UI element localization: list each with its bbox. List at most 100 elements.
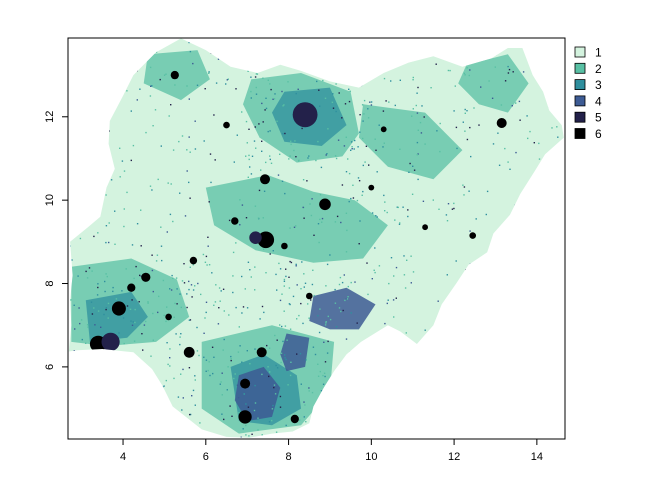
speckle: [163, 314, 165, 317]
speckle: [280, 361, 282, 364]
speckle: [386, 302, 388, 305]
speckle: [97, 232, 99, 234]
urban-cluster-class-5: [249, 231, 262, 244]
speckle: [322, 79, 324, 82]
speckle: [327, 128, 329, 130]
speckle: [318, 331, 321, 334]
speckle: [395, 266, 398, 269]
speckle: [258, 189, 261, 192]
speckle: [230, 355, 232, 358]
speckle: [284, 357, 286, 359]
speckle: [363, 99, 366, 102]
legend-label-3: 3: [595, 78, 602, 92]
speckle: [326, 263, 329, 266]
urban-cluster-class-5: [101, 332, 120, 352]
speckle: [376, 171, 378, 173]
speckle: [369, 101, 371, 103]
speckle: [255, 73, 258, 75]
legend-swatch-3: [574, 79, 586, 90]
speckle: [154, 109, 157, 111]
speckle: [269, 155, 271, 157]
speckle: [299, 419, 301, 421]
speckle: [295, 156, 297, 158]
speckle: [275, 364, 277, 367]
speckle: [90, 301, 93, 303]
speckle: [359, 131, 361, 133]
speckle: [220, 381, 222, 383]
speckle: [412, 79, 414, 81]
urban-cluster-class-6: [422, 224, 428, 231]
speckle: [412, 108, 414, 110]
speckle: [361, 104, 364, 106]
speckle: [453, 110, 455, 112]
speckle: [245, 434, 247, 436]
speckle: [208, 72, 210, 74]
speckle: [165, 379, 167, 382]
speckle: [158, 295, 160, 298]
speckle: [396, 206, 398, 208]
speckle: [188, 98, 190, 100]
speckle: [468, 190, 470, 192]
legend-swatch-4: [574, 95, 586, 107]
speckle: [498, 164, 501, 166]
speckle: [533, 142, 535, 144]
speckle: [397, 206, 399, 209]
speckle: [250, 173, 253, 175]
speckle: [411, 115, 413, 117]
speckle: [265, 97, 267, 99]
speckle: [191, 395, 193, 397]
speckle: [93, 235, 95, 238]
speckle: [196, 326, 198, 329]
speckle: [420, 132, 423, 134]
speckle: [199, 422, 201, 424]
legend-swatch-5: [574, 111, 586, 123]
speckle: [74, 328, 76, 330]
speckle: [93, 307, 95, 309]
speckle: [466, 67, 468, 69]
speckle: [296, 284, 298, 286]
speckle: [438, 208, 440, 210]
speckle: [152, 312, 154, 315]
speckle: [134, 308, 136, 311]
speckle: [230, 358, 232, 360]
speckle: [334, 221, 337, 223]
speckle: [375, 149, 377, 151]
speckle: [403, 255, 405, 257]
speckle: [335, 110, 337, 113]
speckle: [338, 283, 341, 286]
speckle: [453, 202, 455, 205]
speckle: [132, 321, 134, 323]
speckle: [468, 74, 470, 77]
speckle: [79, 322, 81, 325]
speckle: [303, 416, 305, 418]
speckle: [71, 259, 73, 261]
speckle: [165, 320, 167, 323]
urban-cluster-class-6: [257, 231, 275, 249]
speckle: [289, 374, 292, 377]
speckle: [194, 404, 196, 406]
speckle: [295, 263, 297, 266]
speckle: [322, 383, 325, 385]
speckle: [168, 115, 170, 117]
speckle: [131, 299, 133, 301]
y-axis: 6 8 10 12: [44, 111, 68, 370]
speckle: [112, 286, 114, 289]
speckle: [296, 318, 298, 320]
speckle: [317, 375, 320, 377]
urban-cluster-class-6: [223, 121, 230, 129]
urban-cluster-class-6: [183, 346, 195, 358]
speckle: [179, 192, 181, 194]
speckle: [352, 197, 355, 199]
speckle: [313, 294, 315, 297]
urban-cluster-class-6: [141, 272, 151, 282]
speckle: [253, 409, 256, 412]
speckle: [412, 271, 415, 273]
speckle: [432, 199, 434, 201]
speckle: [312, 269, 314, 271]
speckle: [179, 293, 181, 295]
speckle: [344, 103, 347, 105]
speckle: [126, 305, 129, 307]
speckle: [312, 346, 315, 348]
speckle: [104, 280, 106, 283]
speckle: [340, 310, 342, 313]
